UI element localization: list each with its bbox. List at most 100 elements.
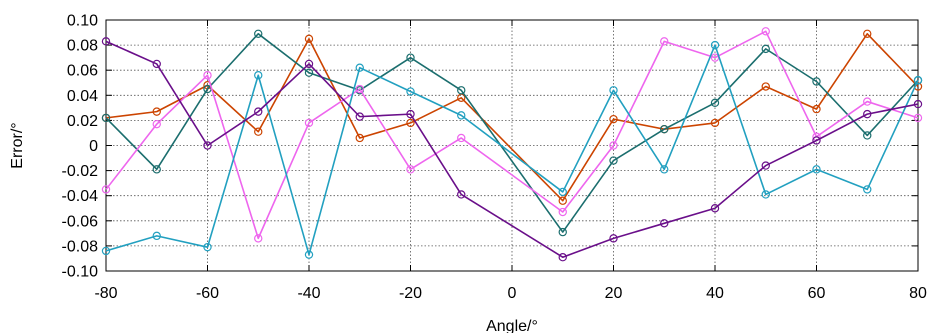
x-tick-label: 40 (706, 285, 724, 302)
x-tick-label: 20 (605, 285, 623, 302)
data-point (355, 133, 364, 143)
data-point (558, 207, 567, 217)
x-tick-label: -80 (94, 285, 117, 302)
data-point (863, 97, 872, 106)
series-layer (101, 27, 923, 262)
y-tick-label: -0.08 (62, 238, 99, 255)
y-tick-label: -0.04 (62, 188, 99, 205)
data-point (710, 118, 720, 128)
data-point (761, 161, 770, 170)
data-point (101, 185, 111, 194)
data-point (254, 107, 263, 116)
data-point (254, 127, 263, 136)
data-point (812, 136, 821, 145)
data-point (761, 190, 770, 199)
data-point (406, 53, 415, 62)
data-point (152, 107, 161, 116)
series-line (105, 33, 919, 202)
data-point (761, 27, 770, 36)
data-point (913, 113, 923, 123)
series-line (105, 40, 919, 258)
x-tick-label: 80 (909, 285, 927, 302)
data-point (406, 118, 415, 128)
data-point (355, 63, 364, 72)
data-point (558, 252, 567, 262)
data-point (101, 37, 111, 46)
data-point (406, 109, 415, 119)
data-point (863, 109, 872, 119)
series-5 (101, 37, 923, 262)
axis-ticks: -80 -60 -40 -20 0 20 40 60 80 0.10 0.08 0.06 0.04 0.0… (62, 13, 927, 303)
data-point (304, 68, 314, 77)
data-point (863, 131, 872, 140)
data-point (254, 234, 263, 243)
data-point (863, 185, 872, 194)
data-point (152, 119, 161, 129)
data-point (304, 34, 314, 44)
data-point (457, 86, 466, 95)
data-point (710, 40, 720, 50)
data-point (710, 98, 720, 108)
data-point (812, 104, 821, 114)
series-4 (101, 40, 923, 259)
data-point (913, 99, 923, 109)
series-3 (101, 27, 923, 243)
data-point (660, 37, 669, 46)
data-point (304, 250, 314, 259)
data-point (710, 204, 720, 213)
series-line (105, 33, 919, 233)
y-axis-label: Error/° (9, 122, 26, 168)
data-point (558, 196, 567, 205)
data-point (457, 133, 466, 143)
series-line (105, 30, 919, 240)
y-tick-label: 0 (89, 138, 98, 155)
y-tick-label: 0.06 (67, 63, 98, 80)
data-point (101, 246, 111, 256)
data-point (609, 86, 618, 95)
x-tick-label: -40 (297, 285, 320, 302)
data-point (406, 87, 415, 96)
x-tick-label: 0 (508, 285, 517, 302)
data-point (254, 71, 263, 80)
data-point (304, 59, 314, 69)
y-tick-label: -0.06 (62, 213, 99, 230)
data-point (203, 71, 212, 80)
data-point (863, 29, 872, 39)
data-point (761, 82, 770, 91)
y-tick-label: 0.04 (67, 88, 98, 105)
data-point (254, 29, 263, 39)
y-tick-label: -0.10 (62, 264, 99, 281)
series-1 (101, 29, 923, 205)
data-point (355, 84, 364, 94)
data-point (609, 141, 618, 150)
data-point (558, 227, 567, 237)
data-point (558, 187, 567, 197)
data-point (913, 76, 923, 85)
data-point (660, 165, 669, 174)
data-point (152, 59, 161, 69)
data-point (812, 165, 821, 174)
x-axis-label: Angle/° (486, 318, 538, 333)
data-point (609, 156, 618, 165)
data-point (457, 111, 466, 120)
y-tick-label: 0.10 (67, 13, 98, 30)
x-tick-label: -20 (399, 285, 422, 302)
data-point (406, 165, 415, 174)
series-line (105, 44, 919, 256)
data-point (761, 44, 770, 54)
data-point (203, 242, 212, 252)
y-tick-label: 0.08 (67, 38, 98, 55)
data-point (304, 118, 314, 128)
data-point (660, 219, 669, 228)
data-point (609, 114, 618, 124)
y-tick-label: 0.02 (67, 113, 98, 130)
data-point (355, 112, 364, 121)
x-tick-label: -60 (196, 285, 219, 302)
data-point (203, 141, 212, 150)
grid (106, 20, 918, 271)
data-point (660, 124, 669, 134)
data-point (152, 165, 161, 174)
data-point (152, 231, 161, 241)
data-point (457, 190, 466, 199)
y-tick-label: -0.02 (62, 163, 99, 180)
